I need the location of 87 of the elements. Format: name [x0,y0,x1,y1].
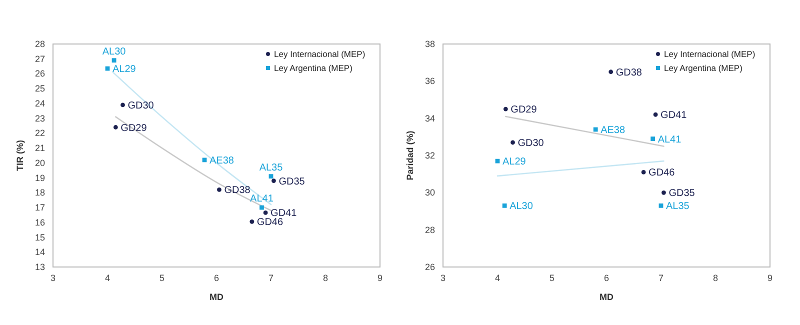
data-label: GD41 [270,208,298,220]
data-label: AL35 [666,201,690,212]
y-tick-label: 26 [34,68,45,79]
y-tick-label: 16 [34,217,45,228]
point [260,205,264,210]
legend-label: Ley Internacional (MEP) [664,49,756,59]
data-label: AE38 [210,155,234,166]
y-tick-label: 28 [34,39,45,49]
point [495,158,500,164]
point [272,178,276,183]
x-tick-label: 8 [322,273,328,283]
y-tick-label: 26 [424,262,435,272]
point [112,58,116,63]
point [510,140,515,145]
legend-label: Ley Internacional (MEP) [274,49,366,59]
y-axis-title: TIR (%) [15,140,25,171]
data-label: AL35 [259,162,284,174]
point [263,210,268,215]
y-tick-label: 17 [34,202,45,213]
y-tick-label: 19 [34,172,45,183]
data-label: GD38 [616,67,642,78]
x-axis-title: MD [210,292,224,302]
y-tick-label: 14 [34,247,45,258]
y-tick-label: 23 [34,113,45,124]
y-tick-label: 38 [424,39,435,49]
y-tick-label: 32 [424,150,435,160]
point [650,136,656,141]
data-label: GD46 [648,168,676,179]
y-tick-label: 24 [34,98,45,108]
y-axis-title: Paridad (%) [405,130,415,180]
x-tick-label: 3 [440,273,446,283]
legend-label: Ley Argentina (MEP) [274,63,353,73]
data-label: GD30 [128,100,154,112]
y-tick-label: 27 [34,54,45,64]
point [250,219,254,224]
data-label: AL41 [658,134,682,146]
point [608,70,614,74]
x-tick-label: 9 [767,273,773,283]
x-tick-label: 7 [268,273,274,283]
point [217,187,222,192]
data-label: GD35 [668,188,696,200]
y-tick-label: 34 [424,113,435,124]
y-tick-label: 25 [34,84,45,94]
y-tick-label: 18 [34,188,45,198]
data-label: AL41 [250,194,274,205]
point [113,125,118,130]
y-tick-label: 13 [34,262,45,272]
data-label: GD29 [120,122,148,134]
y-tick-label: 30 [424,188,435,198]
data-label: AL30 [510,201,534,212]
x-tick-label: 6 [214,273,220,283]
y-tick-label: 21 [34,143,45,154]
point [653,112,658,117]
y-tick-label: 22 [34,128,45,138]
data-label: GD41 [660,110,688,122]
data-label: AL30 [102,46,126,58]
point [268,174,274,179]
legend-label: Ley Argentina (MEP) [664,63,743,73]
data-label: AL29 [112,64,136,76]
point [641,170,646,174]
x-tick-label: 5 [549,273,555,283]
data-label: AL29 [502,156,526,168]
y-tick-label: 15 [34,232,45,242]
point [658,203,664,208]
x-axis-title: MD [600,292,614,302]
x-tick-label: 7 [658,273,664,283]
x-tick-label: 3 [50,273,56,283]
point [593,127,598,132]
y-tick-label: 20 [34,158,45,168]
x-tick-label: 4 [104,273,110,283]
point [503,106,508,112]
x-tick-label: 5 [159,273,165,283]
y-tick-label: 28 [424,224,435,235]
x-tick-label: 6 [604,273,610,283]
x-tick-label: 9 [377,273,383,283]
data-label: AE38 [600,124,626,136]
point [120,102,125,108]
data-label: GD29 [510,104,538,116]
data-label: GD30 [518,138,544,149]
x-tick-label: 8 [712,273,718,283]
x-tick-label: 4 [494,273,500,283]
data-label: GD46 [256,217,284,228]
point [502,203,507,208]
y-tick-label: 36 [424,76,435,86]
point [662,190,666,195]
data-label: GD38 [224,185,251,196]
data-label: GD35 [278,176,306,188]
